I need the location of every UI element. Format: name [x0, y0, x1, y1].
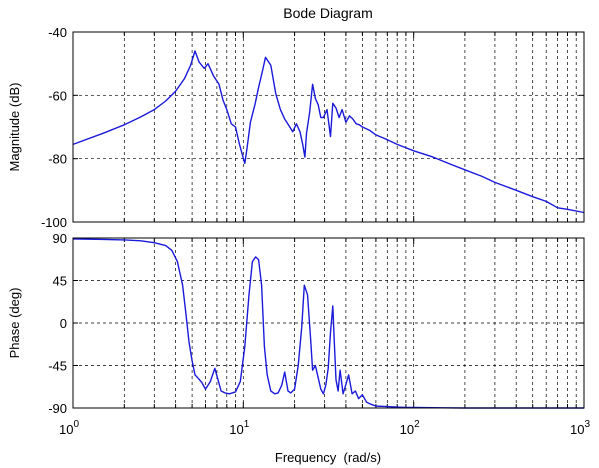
y-tick-label: 0: [60, 316, 67, 331]
phase-plot-frame: [72, 237, 585, 409]
y-tick-label: -80: [48, 152, 67, 167]
chart-title: Bode Diagram: [283, 5, 373, 21]
y-tick-label: 90: [53, 231, 67, 246]
y-tick-label: -45: [48, 359, 67, 374]
magnitude-panel: -40 -60 -80 -100: [41, 25, 585, 230]
y-tick-label: -40: [48, 25, 67, 40]
magnitude-curve: [72, 50, 585, 214]
phase-curve: [72, 238, 584, 409]
y-tick-label: -100: [41, 215, 67, 230]
magnitude-plot-frame: [72, 31, 585, 223]
y-tick-label: 45: [53, 274, 67, 289]
y-tick-label: -90: [48, 401, 67, 416]
y-axis-label-phase: Phase (deg): [7, 288, 22, 359]
phase-panel: 90 45 0 -45 -90: [48, 231, 585, 416]
x-axis-label: Frequency (rad/s): [275, 450, 381, 465]
y-tick-label: -60: [48, 88, 67, 103]
y-axis-label-magnitude: Magnitude (dB): [7, 83, 22, 172]
